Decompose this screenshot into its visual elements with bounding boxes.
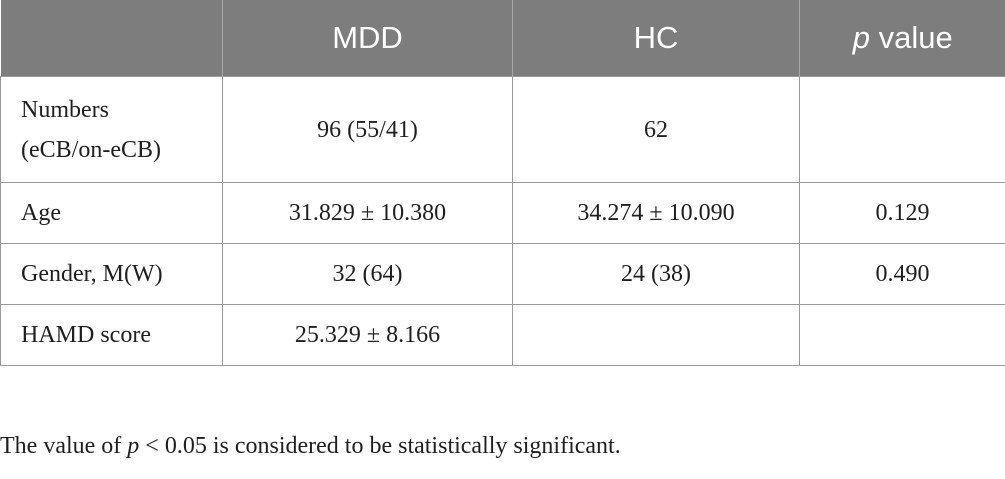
header-p-value: p value (799, 0, 1005, 77)
demographics-table: MDD HC p value Numbers (eCB/on-eCB) 96 (… (0, 0, 1005, 366)
table-row-hamd: HAMD score 25.329 ± 8.166 (0, 304, 1005, 366)
header-p-symbol: p (852, 20, 870, 55)
footnote-text-before: The value of (0, 433, 128, 459)
demographics-table-container: MDD HC p value Numbers (eCB/on-eCB) 96 (… (0, 0, 1005, 366)
header-mdd: MDD (222, 0, 513, 77)
cell-age-hc: 34.274 ± 10.090 (512, 182, 800, 244)
cell-age-mdd: 31.829 ± 10.380 (222, 182, 513, 244)
cell-numbers-mdd: 96 (55/41) (222, 76, 513, 183)
footnote-text-after: < 0.05 is considered to be statistically… (139, 433, 621, 459)
cell-hamd-hc (512, 304, 800, 366)
cell-hamd-mdd: 25.329 ± 8.166 (222, 304, 513, 366)
cell-gender-p: 0.490 (799, 243, 1005, 305)
cell-age-p: 0.129 (799, 182, 1005, 244)
table-footnote: The value of p < 0.05 is considered to b… (0, 433, 621, 460)
row-label-hamd: HAMD score (0, 304, 223, 366)
row-label-numbers: Numbers (eCB/on-eCB) (0, 76, 223, 183)
header-p-value-label: value (878, 20, 953, 55)
cell-hamd-p (799, 304, 1005, 366)
row-label-age: Age (0, 182, 223, 244)
table-row-numbers: Numbers (eCB/on-eCB) 96 (55/41) 62 (0, 76, 1005, 183)
row-label-numbers-line2: (eCB/on-eCB) (21, 136, 161, 163)
table-header-row: MDD HC p value (0, 0, 1005, 77)
cell-gender-hc: 24 (38) (512, 243, 800, 305)
cell-numbers-p (799, 76, 1005, 183)
header-hc: HC (512, 0, 800, 77)
header-blank (0, 0, 223, 77)
cell-gender-mdd: 32 (64) (222, 243, 513, 305)
table-row-age: Age 31.829 ± 10.380 34.274 ± 10.090 0.12… (0, 182, 1005, 244)
footnote-p-symbol: p (127, 433, 140, 459)
table-row-gender: Gender, M(W) 32 (64) 24 (38) 0.490 (0, 243, 1005, 305)
row-label-gender: Gender, M(W) (0, 243, 223, 305)
row-label-numbers-line1: Numbers (21, 96, 109, 123)
cell-numbers-hc: 62 (512, 76, 800, 183)
